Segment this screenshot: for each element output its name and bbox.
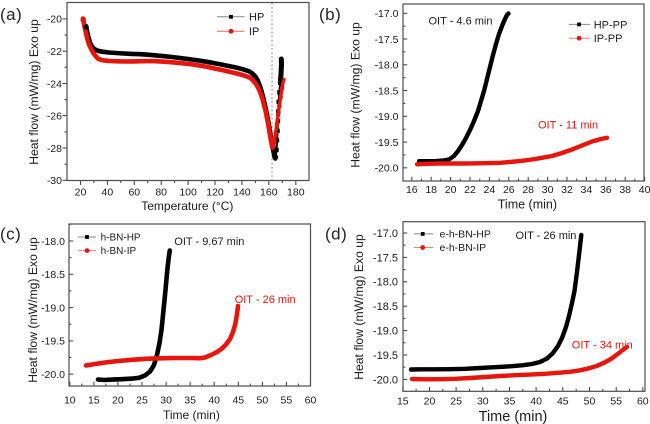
svg-text:OIT - 4.6 min: OIT - 4.6 min [429, 16, 493, 28]
svg-text:180: 180 [287, 187, 305, 199]
svg-text:-17.5: -17.5 [373, 252, 398, 264]
svg-text:-18.0: -18.0 [41, 236, 65, 248]
svg-text:100: 100 [179, 187, 197, 199]
svg-text:-19.5: -19.5 [41, 336, 65, 348]
svg-text:80: 80 [155, 187, 167, 199]
svg-text:-24: -24 [47, 78, 62, 90]
svg-text:Heat flow (mW/mg) Exo up: Heat flow (mW/mg) Exo up [26, 237, 40, 383]
svg-text:15: 15 [397, 396, 409, 408]
svg-text:-18.5: -18.5 [41, 269, 65, 281]
svg-text:Heat flow (mW/mg) Exo up: Heat flow (mW/mg) Exo up [349, 22, 363, 168]
svg-text:30: 30 [160, 395, 172, 407]
svg-text:(c): (c) [0, 224, 21, 243]
svg-text:20: 20 [112, 395, 124, 407]
svg-text:16: 16 [406, 184, 418, 196]
svg-text:55: 55 [610, 396, 622, 408]
svg-text:Time (min): Time (min) [479, 409, 548, 424]
svg-text:HP-PP: HP-PP [594, 19, 628, 31]
svg-text:-18.0: -18.0 [375, 60, 399, 72]
svg-text:55: 55 [281, 395, 293, 407]
svg-text:h-BN-IP: h-BN-IP [101, 246, 137, 257]
svg-text:-18.5: -18.5 [375, 85, 399, 97]
svg-text:40: 40 [208, 395, 220, 407]
svg-text:IP: IP [249, 26, 259, 38]
svg-text:36: 36 [600, 184, 612, 196]
svg-text:30: 30 [542, 184, 554, 196]
svg-text:35: 35 [504, 396, 516, 408]
svg-text:45: 45 [232, 395, 244, 407]
svg-text:45: 45 [557, 396, 569, 408]
svg-text:OIT - 26 min: OIT - 26 min [235, 294, 296, 306]
svg-text:Temperature (°C): Temperature (°C) [141, 199, 233, 213]
svg-text:20: 20 [75, 187, 87, 199]
svg-text:40: 40 [530, 396, 542, 408]
svg-text:-30: -30 [47, 175, 62, 187]
svg-text:-26: -26 [47, 111, 62, 123]
svg-text:22: 22 [464, 184, 476, 196]
svg-text:-17.0: -17.0 [373, 228, 398, 240]
svg-text:-19.0: -19.0 [41, 302, 65, 314]
svg-text:-19.5: -19.5 [375, 137, 399, 149]
svg-text:-19.5: -19.5 [373, 350, 398, 362]
svg-text:32: 32 [561, 184, 573, 196]
svg-text:60: 60 [305, 395, 317, 407]
svg-text:-20.0: -20.0 [373, 374, 398, 386]
svg-text:-18.0: -18.0 [373, 277, 398, 289]
svg-text:40: 40 [102, 187, 114, 199]
svg-text:10: 10 [64, 395, 76, 407]
svg-text:Heat flow (mW/mg) Exo up: Heat flow (mW/mg) Exo up [27, 19, 41, 165]
svg-text:-20: -20 [47, 14, 62, 26]
svg-text:140: 140 [233, 187, 251, 199]
svg-text:20: 20 [424, 396, 436, 408]
svg-text:IP-PP: IP-PP [594, 33, 623, 45]
svg-text:28: 28 [522, 184, 534, 196]
svg-text:h-BN-HP: h-BN-HP [101, 233, 141, 244]
svg-text:160: 160 [260, 187, 278, 199]
svg-text:(b): (b) [319, 5, 341, 24]
svg-text:-20.0: -20.0 [41, 369, 65, 381]
svg-text:35: 35 [184, 395, 196, 407]
svg-text:60: 60 [128, 187, 140, 199]
svg-text:(d): (d) [325, 224, 347, 243]
svg-text:-17.5: -17.5 [375, 34, 399, 46]
svg-text:26: 26 [503, 184, 515, 196]
svg-text:25: 25 [450, 396, 462, 408]
svg-text:15: 15 [88, 395, 100, 407]
svg-text:-19.0: -19.0 [375, 111, 399, 123]
svg-text:20: 20 [445, 184, 457, 196]
svg-text:OIT - 9.67 min: OIT - 9.67 min [174, 236, 244, 248]
svg-text:OIT - 34 min: OIT - 34 min [572, 340, 633, 352]
svg-text:Heat flow (mW/mg) Exo up: Heat flow (mW/mg) Exo up [352, 234, 366, 380]
svg-text:34: 34 [581, 184, 593, 196]
svg-text:HP: HP [249, 12, 264, 24]
svg-text:-17.0: -17.0 [375, 8, 399, 20]
svg-text:120: 120 [206, 187, 224, 199]
svg-text:60: 60 [637, 396, 649, 408]
svg-text:OIT - 26 min: OIT - 26 min [516, 230, 577, 242]
svg-text:24: 24 [484, 184, 496, 196]
svg-text:-20.0: -20.0 [375, 163, 399, 175]
svg-text:50: 50 [584, 396, 596, 408]
svg-text:40: 40 [639, 184, 650, 196]
svg-text:e-h-BN-IP: e-h-BN-IP [440, 242, 487, 254]
svg-text:-28: -28 [47, 143, 62, 155]
svg-text:Time (min): Time (min) [498, 198, 557, 212]
svg-text:Time (min): Time (min) [163, 408, 220, 422]
svg-text:-19.0: -19.0 [373, 326, 398, 338]
svg-text:-18.5: -18.5 [373, 301, 398, 313]
svg-text:50: 50 [257, 395, 269, 407]
svg-text:(a): (a) [0, 5, 22, 24]
svg-text:OIT - 11 min: OIT - 11 min [538, 120, 598, 132]
svg-text:30: 30 [477, 396, 489, 408]
svg-text:25: 25 [136, 395, 148, 407]
svg-text:38: 38 [619, 184, 631, 196]
svg-text:e-h-BN-HP: e-h-BN-HP [440, 229, 491, 241]
svg-text:-22: -22 [47, 46, 62, 58]
svg-text:18: 18 [425, 184, 437, 196]
